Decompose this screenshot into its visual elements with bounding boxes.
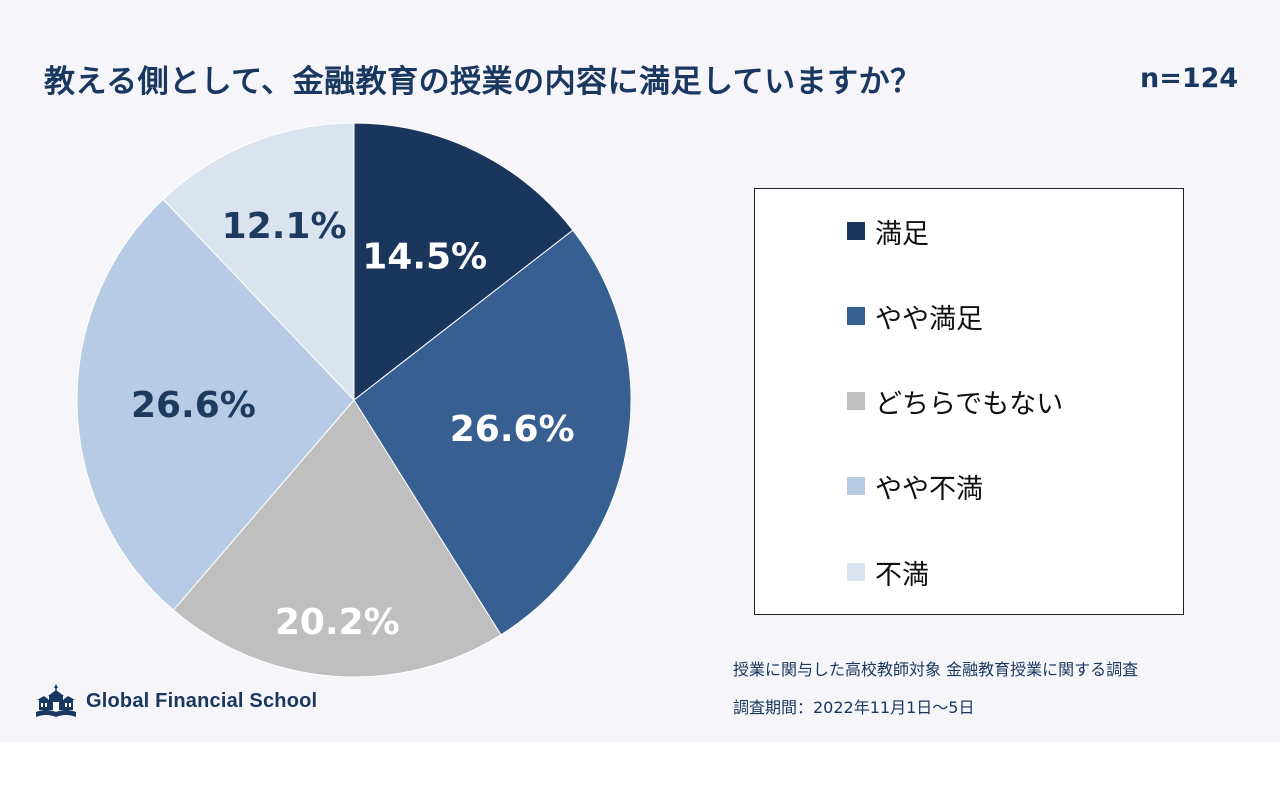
pie-chart: 14.5% 26.6% 20.2% 26.6% 12.1% xyxy=(76,122,632,678)
survey-note: 授業に関与した高校教師対象 金融教育授業に関する調査 xyxy=(733,660,1139,679)
pie-data-label: 26.6% xyxy=(450,409,575,450)
legend-swatch xyxy=(847,222,865,240)
legend-label: 不満 xyxy=(875,559,929,591)
pie-slice xyxy=(162,122,355,402)
legend-label: やや不満 xyxy=(875,473,983,505)
pie-data-label: 12.1% xyxy=(222,206,347,247)
sample-size-label: n=124 xyxy=(1140,63,1239,94)
pie-data-label: 26.6% xyxy=(131,385,256,426)
legend-item: やや満足 xyxy=(847,299,983,335)
legend-swatch xyxy=(847,307,865,325)
pie-data-label: 14.5% xyxy=(362,237,487,278)
legend-label: 満足 xyxy=(875,218,929,250)
pie-slice xyxy=(172,399,502,678)
logo-text: Global Financial School xyxy=(86,689,318,712)
chart-title: 教える側として、金融教育の授業の内容に満足していますか？ xyxy=(44,64,922,100)
legend-label: どちらでもない xyxy=(875,388,1064,420)
pie-data-label: 20.2% xyxy=(275,602,400,643)
pie-slice xyxy=(353,122,574,402)
school-building-icon xyxy=(36,684,76,717)
pie-slice xyxy=(76,198,355,611)
legend-item: 不満 xyxy=(847,555,929,591)
legend-swatch xyxy=(847,392,865,410)
legend-label: やや満足 xyxy=(875,303,983,335)
legend-swatch xyxy=(847,477,865,495)
pie-slice xyxy=(353,229,632,636)
survey-period: 調査期間：2022年11月1日〜5日 xyxy=(733,698,975,717)
logo: Global Financial School xyxy=(34,682,317,720)
legend-item: 満足 xyxy=(847,214,929,250)
legend-item: どちらでもない xyxy=(847,384,1064,420)
legend-swatch xyxy=(847,563,865,581)
legend-box: 満足 やや満足 どちらでもない やや不満 不満 xyxy=(754,188,1184,615)
legend-item: やや不満 xyxy=(847,469,983,505)
